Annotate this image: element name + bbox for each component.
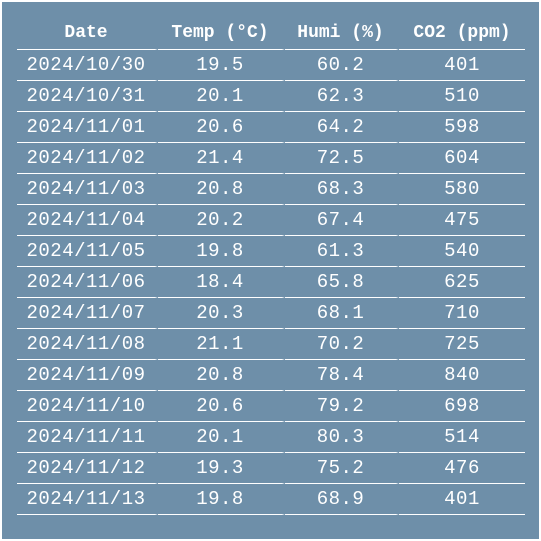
co2-cell: 540 xyxy=(399,236,525,267)
date-cell: 2024/11/11 xyxy=(17,422,158,453)
humi-cell: 72.5 xyxy=(285,143,399,174)
date-cell: 2024/11/06 xyxy=(17,267,158,298)
co2-cell: 625 xyxy=(399,267,525,298)
temp-cell: 21.4 xyxy=(158,143,285,174)
temp-cell: 19.5 xyxy=(158,50,285,81)
co2-cell: 475 xyxy=(399,205,525,236)
header-date: Date xyxy=(17,17,158,50)
temp-cell: 20.8 xyxy=(158,360,285,391)
date-cell: 2024/11/13 xyxy=(17,484,158,515)
table-row: 2024/11/05 19.8 61.3 540 xyxy=(17,236,525,267)
humi-cell: 75.2 xyxy=(285,453,399,484)
table-row: 2024/11/06 18.4 65.8 625 xyxy=(17,267,525,298)
co2-cell: 510 xyxy=(399,81,525,112)
humi-cell: 68.1 xyxy=(285,298,399,329)
table-row: 2024/11/07 20.3 68.1 710 xyxy=(17,298,525,329)
co2-cell: 725 xyxy=(399,329,525,360)
date-cell: 2024/11/10 xyxy=(17,391,158,422)
table-header-row: Date Temp (°C) Humi (%) CO2 (ppm) xyxy=(17,17,525,50)
date-cell: 2024/11/05 xyxy=(17,236,158,267)
co2-cell: 604 xyxy=(399,143,525,174)
humi-cell: 65.8 xyxy=(285,267,399,298)
date-cell: 2024/11/07 xyxy=(17,298,158,329)
humi-cell: 68.3 xyxy=(285,174,399,205)
table-row: 2024/10/31 20.1 62.3 510 xyxy=(17,81,525,112)
table-row: 2024/11/12 19.3 75.2 476 xyxy=(17,453,525,484)
table-row: 2024/11/03 20.8 68.3 580 xyxy=(17,174,525,205)
table-row: 2024/11/13 19.8 68.9 401 xyxy=(17,484,525,515)
temp-cell: 19.8 xyxy=(158,236,285,267)
table-row: 2024/11/01 20.6 64.2 598 xyxy=(17,112,525,143)
table-row: 2024/11/04 20.2 67.4 475 xyxy=(17,205,525,236)
temp-cell: 20.8 xyxy=(158,174,285,205)
table-row: 2024/11/11 20.1 80.3 514 xyxy=(17,422,525,453)
humi-cell: 60.2 xyxy=(285,50,399,81)
co2-cell: 401 xyxy=(399,50,525,81)
table-body: 2024/10/30 19.5 60.2 401 2024/10/31 20.1 62.3 5… xyxy=(17,50,525,515)
humi-cell: 68.9 xyxy=(285,484,399,515)
date-cell: 2024/11/12 xyxy=(17,453,158,484)
temp-cell: 19.8 xyxy=(158,484,285,515)
temp-cell: 20.6 xyxy=(158,391,285,422)
co2-cell: 598 xyxy=(399,112,525,143)
co2-cell: 514 xyxy=(399,422,525,453)
table-row: 2024/11/09 20.8 78.4 840 xyxy=(17,360,525,391)
humi-cell: 80.3 xyxy=(285,422,399,453)
temp-cell: 20.1 xyxy=(158,81,285,112)
temp-cell: 20.2 xyxy=(158,205,285,236)
date-cell: 2024/11/09 xyxy=(17,360,158,391)
sensor-data-table: Date Temp (°C) Humi (%) CO2 (ppm) 2024/1… xyxy=(17,17,525,515)
co2-cell: 476 xyxy=(399,453,525,484)
co2-cell: 401 xyxy=(399,484,525,515)
humi-cell: 64.2 xyxy=(285,112,399,143)
date-cell: 2024/11/03 xyxy=(17,174,158,205)
co2-cell: 840 xyxy=(399,360,525,391)
date-cell: 2024/10/31 xyxy=(17,81,158,112)
co2-cell: 580 xyxy=(399,174,525,205)
table-row: 2024/10/30 19.5 60.2 401 xyxy=(17,50,525,81)
humi-cell: 70.2 xyxy=(285,329,399,360)
humi-cell: 79.2 xyxy=(285,391,399,422)
header-humi: Humi (%) xyxy=(285,17,399,50)
humi-cell: 61.3 xyxy=(285,236,399,267)
date-cell: 2024/11/02 xyxy=(17,143,158,174)
header-temp: Temp (°C) xyxy=(158,17,285,50)
table-row: 2024/11/08 21.1 70.2 725 xyxy=(17,329,525,360)
humi-cell: 67.4 xyxy=(285,205,399,236)
date-cell: 2024/10/30 xyxy=(17,50,158,81)
co2-cell: 710 xyxy=(399,298,525,329)
table-row: 2024/11/10 20.6 79.2 698 xyxy=(17,391,525,422)
temp-cell: 18.4 xyxy=(158,267,285,298)
co2-cell: 698 xyxy=(399,391,525,422)
date-cell: 2024/11/04 xyxy=(17,205,158,236)
temp-cell: 20.1 xyxy=(158,422,285,453)
temp-cell: 19.3 xyxy=(158,453,285,484)
table-row: 2024/11/02 21.4 72.5 604 xyxy=(17,143,525,174)
temp-cell: 21.1 xyxy=(158,329,285,360)
humi-cell: 78.4 xyxy=(285,360,399,391)
header-co2: CO2 (ppm) xyxy=(399,17,525,50)
temp-cell: 20.3 xyxy=(158,298,285,329)
date-cell: 2024/11/01 xyxy=(17,112,158,143)
date-cell: 2024/11/08 xyxy=(17,329,158,360)
temp-cell: 20.6 xyxy=(158,112,285,143)
humi-cell: 62.3 xyxy=(285,81,399,112)
